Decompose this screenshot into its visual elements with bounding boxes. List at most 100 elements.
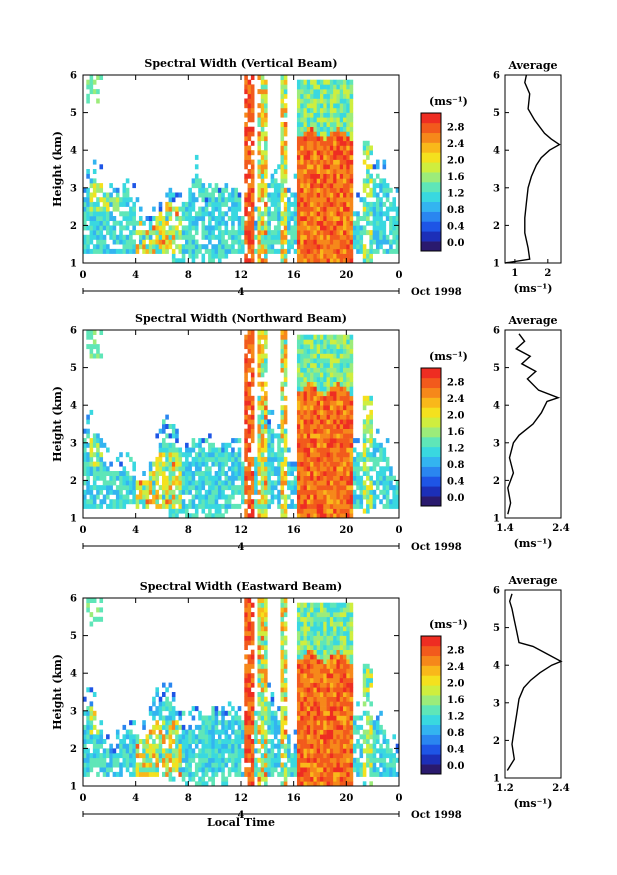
heatmap-cell (178, 748, 183, 754)
heatmap-cell (201, 220, 206, 226)
heatmap-cell (119, 197, 123, 203)
heatmap-cell (343, 494, 347, 500)
heatmap-cell (211, 211, 215, 217)
heatmap-cell (343, 339, 347, 345)
heatmap-cell (247, 489, 252, 495)
heatmap-cell (165, 753, 169, 759)
heatmap-cell (346, 367, 350, 373)
heatmap-cell (316, 381, 321, 387)
heatmap-cell (283, 419, 288, 425)
heatmap-cell (250, 169, 255, 174)
heatmap-cell (96, 442, 100, 448)
heatmap-cell (198, 724, 202, 730)
heatmap-cell (260, 164, 265, 170)
heatmap-cell (237, 771, 242, 777)
heatmap-cell (343, 381, 347, 387)
heatmap-cell (303, 475, 308, 481)
heatmap-cell (132, 461, 136, 467)
heatmap-cell (336, 178, 341, 184)
heatmap-cell (389, 244, 393, 250)
heatmap-cell (96, 616, 100, 622)
heatmap-cell (366, 428, 370, 434)
heatmap-cell (135, 762, 140, 768)
heatmap-cell (260, 330, 265, 335)
heatmap-cell (142, 489, 146, 495)
heatmap-cell (188, 743, 192, 749)
heatmap-cell (283, 164, 288, 170)
heatmap-cell (320, 508, 324, 514)
heatmap-cell (310, 428, 314, 434)
heatmap-cell (191, 503, 196, 509)
heatmap-cell (346, 145, 350, 151)
heatmap-cell (323, 140, 327, 146)
heatmap-cell (300, 169, 304, 174)
heatmap-cell (316, 178, 321, 184)
heatmap-cell (129, 475, 133, 481)
heatmap-cell (362, 485, 367, 491)
heatmap-cell (204, 767, 209, 773)
heatmap-cell (267, 748, 271, 754)
heatmap-cell (201, 452, 206, 458)
heatmap-cell (257, 447, 262, 453)
heatmap-cell (83, 447, 87, 453)
heatmap-cell (323, 377, 327, 382)
heatmap-cell (323, 386, 327, 392)
heatmap-cell (349, 466, 354, 472)
heatmap-cell (188, 220, 192, 226)
heatmap-cell (310, 117, 314, 123)
heatmap-cell (326, 89, 331, 95)
heatmap-cell (329, 122, 334, 127)
heatmap-cell (333, 508, 337, 514)
heatmap-cell (356, 192, 360, 198)
heatmap-cell (145, 743, 150, 749)
heatmap-cell (257, 668, 262, 674)
heatmap-cell (171, 225, 176, 231)
heatmap-cell (352, 456, 357, 462)
heatmap-cell (333, 244, 337, 250)
heatmap-cell (300, 781, 304, 787)
heatmap-cell (178, 192, 183, 198)
heatmap-cell (300, 192, 304, 198)
heatmap-cell (244, 89, 248, 95)
heatmap-cell (138, 771, 143, 777)
heatmap-cell (329, 98, 334, 104)
heatmap-cell (310, 499, 314, 505)
heatmap-cell (106, 197, 110, 203)
heatmap-cell (264, 677, 268, 683)
heatmap-cell (339, 169, 344, 174)
heatmap-cell (247, 767, 252, 773)
heatmap-cell (257, 367, 262, 373)
heatmap-cell (336, 164, 341, 170)
heatmap-cell (168, 715, 173, 721)
heatmap-cell (296, 767, 301, 773)
heatmap-cell (316, 201, 321, 207)
heatmap-cell (296, 635, 301, 641)
heatmap-cell (257, 645, 262, 650)
heatmap-cell (165, 220, 169, 226)
heatmap-cell (313, 89, 318, 95)
heatmap-cell (300, 131, 304, 137)
heatmap-cell (208, 748, 212, 754)
heatmap-cell (303, 414, 308, 420)
heatmap-cell (208, 456, 212, 462)
heatmap-cell (96, 206, 100, 212)
heatmap-cell (306, 79, 311, 85)
heatmap-cell (217, 475, 222, 481)
heatmap-cell (198, 475, 202, 481)
heatmap-cell (303, 781, 308, 787)
heatmap-cell (237, 438, 242, 444)
heatmap-cell (260, 419, 265, 425)
heatmap-cell (270, 757, 275, 763)
heatmap-cell (283, 499, 288, 505)
heatmap-cell (293, 771, 298, 777)
heatmap-cell (277, 771, 281, 777)
heatmap-cell (316, 206, 321, 212)
heatmap-cell (277, 230, 281, 236)
heatmap-cell (247, 362, 252, 368)
heatmap-cell (158, 230, 163, 236)
heatmap-cell (336, 145, 341, 151)
heatmap-cell (234, 710, 239, 716)
heatmap-cell (323, 117, 327, 123)
heatmap-cell (214, 197, 219, 203)
heatmap-cell (336, 456, 341, 462)
